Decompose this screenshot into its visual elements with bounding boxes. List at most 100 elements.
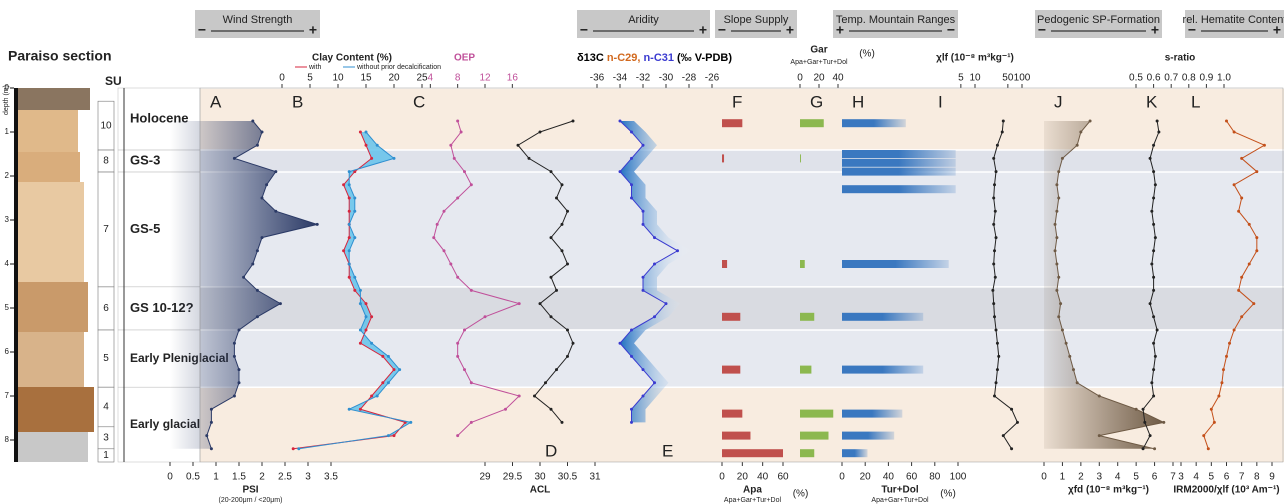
- data-point: [279, 302, 282, 305]
- data-point: [359, 289, 362, 292]
- bar: [722, 410, 742, 418]
- su-label: 8: [103, 156, 109, 167]
- su-label: 1: [103, 450, 109, 461]
- section-title: Paraiso section: [8, 48, 112, 64]
- data-point: [992, 263, 995, 266]
- legend-label: without prior decalcification: [356, 64, 441, 71]
- data-point: [995, 329, 998, 332]
- data-point: [1233, 329, 1236, 332]
- x-tick-label: 6: [1224, 472, 1230, 483]
- data-point: [292, 447, 295, 450]
- data-point: [1072, 368, 1075, 371]
- data-point: [1002, 120, 1005, 123]
- data-point: [572, 342, 575, 345]
- data-point: [572, 120, 575, 123]
- x-tick-label: 3.5: [324, 472, 338, 483]
- data-point: [544, 381, 547, 384]
- x-tick-label: 8: [455, 73, 461, 84]
- data-point: [996, 342, 999, 345]
- data-point: [1240, 197, 1243, 200]
- bar: [842, 410, 902, 418]
- header-label: Wind Strength: [223, 14, 293, 26]
- data-point: [1222, 368, 1225, 371]
- data-point: [653, 263, 656, 266]
- x-tick-label: 25: [416, 73, 428, 84]
- data-point: [642, 395, 645, 398]
- x-tick-label: -34: [613, 73, 628, 84]
- data-point: [453, 157, 456, 160]
- axis-unit: (%): [859, 49, 875, 60]
- axis-label: Clay Content (%): [312, 53, 392, 64]
- header-left: −: [198, 22, 206, 38]
- data-point: [993, 249, 996, 252]
- header-left: −: [718, 22, 726, 38]
- data-point: [470, 381, 473, 384]
- data-point: [449, 263, 452, 266]
- x-tick-label: 40: [883, 472, 895, 483]
- data-point: [1240, 315, 1243, 318]
- bar: [842, 150, 956, 158]
- data-point: [1143, 421, 1146, 424]
- x-tick-label: -26: [705, 73, 720, 84]
- data-point: [1225, 355, 1228, 358]
- data-point: [539, 131, 542, 134]
- data-point: [630, 355, 633, 358]
- data-point: [1152, 197, 1155, 200]
- data-point: [555, 289, 558, 292]
- data-point: [381, 355, 384, 358]
- bar: [842, 119, 906, 127]
- x-tick-label: 12: [479, 73, 491, 84]
- data-point: [1076, 144, 1079, 147]
- axis-label: ACL: [530, 485, 551, 496]
- x-tick-label: 1: [1060, 472, 1066, 483]
- data-point: [1156, 329, 1159, 332]
- depth-tick-label: 4: [5, 259, 10, 268]
- data-point: [1002, 434, 1005, 437]
- data-point: [359, 302, 362, 305]
- su-label: 6: [103, 303, 109, 314]
- data-point: [1154, 183, 1157, 186]
- axis-label-part: δ13C: [577, 52, 604, 64]
- data-point: [1059, 302, 1062, 305]
- data-point: [561, 183, 564, 186]
- data-point: [1089, 120, 1092, 123]
- data-point: [348, 249, 351, 252]
- data-point: [242, 276, 245, 279]
- data-point: [642, 368, 645, 371]
- data-point: [1237, 289, 1240, 292]
- x-tick-label: 10: [332, 73, 344, 84]
- data-point: [365, 329, 368, 332]
- x-tick-label: 0: [1041, 472, 1047, 483]
- data-point: [997, 355, 1000, 358]
- lithology-log: [14, 88, 94, 462]
- data-point: [630, 329, 633, 332]
- data-point: [518, 395, 521, 398]
- data-point: [365, 315, 368, 318]
- data-point: [274, 210, 277, 213]
- bar: [722, 449, 783, 457]
- data-point: [992, 302, 995, 305]
- panel-letter: G: [810, 92, 823, 111]
- data-point: [995, 170, 998, 173]
- data-point: [233, 395, 236, 398]
- x-tick-label: 4: [1115, 472, 1121, 483]
- data-point: [256, 249, 259, 252]
- header-right: −: [947, 22, 955, 38]
- bar: [722, 260, 727, 268]
- data-point: [353, 289, 356, 292]
- unit-label: GS-3: [130, 152, 160, 167]
- data-point: [436, 223, 439, 226]
- depth-tick-label: 7: [5, 391, 10, 400]
- data-point: [1154, 355, 1157, 358]
- data-point: [387, 355, 390, 358]
- data-point: [1054, 249, 1057, 252]
- x-tick-label: 20: [860, 472, 872, 483]
- data-point: [348, 197, 351, 200]
- bar: [800, 410, 833, 418]
- data-point: [348, 236, 351, 239]
- data-point: [251, 263, 254, 266]
- data-point: [1142, 447, 1145, 450]
- data-point: [1152, 395, 1155, 398]
- x-tick-label: 0.6: [1147, 73, 1161, 84]
- data-point: [463, 170, 466, 173]
